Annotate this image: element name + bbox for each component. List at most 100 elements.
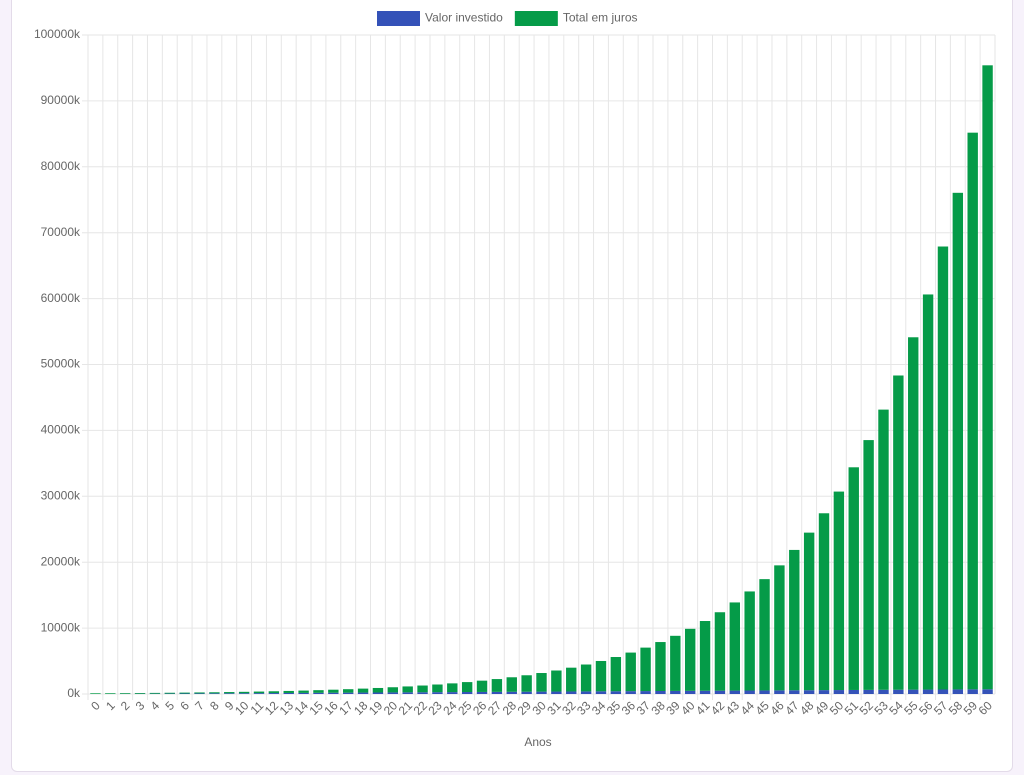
bar: [848, 689, 859, 694]
y-tick-label: 30000k: [41, 488, 81, 502]
bar: [447, 692, 458, 694]
bar: [670, 635, 681, 691]
bar: [224, 693, 235, 694]
bar: [670, 690, 681, 694]
x-tick-label: 3: [133, 698, 148, 713]
bar: [551, 670, 562, 692]
y-tick-label: 100000k: [34, 27, 81, 41]
bar: [268, 691, 280, 694]
x-tick-label: 6: [177, 698, 192, 713]
x-tick-label: 8: [207, 698, 222, 713]
bar: [506, 691, 517, 694]
bar: [803, 690, 815, 694]
bar: [789, 549, 800, 691]
bar: [640, 691, 651, 694]
bar: [461, 692, 473, 694]
bar: [818, 513, 830, 691]
bar: [209, 693, 220, 694]
bar: [893, 375, 904, 690]
bar: [789, 690, 800, 694]
bar: [982, 65, 993, 690]
bar: [313, 692, 324, 694]
y-tick-label: 20000k: [41, 554, 81, 568]
bar: [357, 688, 369, 693]
bar: [774, 565, 785, 691]
bar: [194, 692, 205, 694]
y-tick-label: 40000k: [41, 423, 81, 437]
bar: [833, 491, 845, 691]
bar: [283, 690, 294, 693]
bar: [655, 690, 666, 694]
bar: [744, 591, 755, 691]
y-tick-label: 90000k: [41, 93, 81, 107]
bar: [640, 647, 651, 692]
bar: [937, 246, 949, 690]
y-tick-label: 0k: [67, 686, 81, 700]
bar: [536, 691, 547, 694]
y-tick-label: 60000k: [41, 291, 81, 305]
bar: [432, 684, 443, 693]
bar: [818, 690, 830, 694]
bar: [119, 693, 131, 694]
bar: [803, 532, 815, 691]
x-tick-label: 0: [88, 698, 103, 713]
bar: [893, 689, 904, 694]
bar: [298, 690, 309, 693]
bar: [402, 692, 413, 694]
x-tick-label: 2: [118, 698, 133, 713]
bar: [476, 691, 488, 694]
x-axis-title: Anos: [524, 735, 551, 749]
bar: [417, 692, 428, 694]
bar: [253, 691, 265, 694]
bar: [714, 690, 726, 694]
bar: [655, 642, 666, 691]
bar: [372, 687, 384, 693]
bar: [357, 692, 369, 694]
bar: [566, 691, 577, 694]
x-tick-label: 60: [976, 698, 996, 718]
bar: [699, 690, 711, 694]
bar: [491, 691, 503, 694]
bar: [417, 685, 428, 693]
bar: [967, 689, 978, 694]
legend-swatch: [377, 11, 420, 26]
bar: [387, 687, 399, 693]
bar: [491, 679, 503, 692]
bar: [149, 692, 161, 694]
legend-swatch: [514, 11, 558, 26]
bar: [134, 693, 146, 694]
bar: [684, 690, 696, 694]
bar: [238, 693, 250, 694]
bar: [922, 689, 934, 694]
x-tick-label: 1: [103, 698, 118, 713]
bar: [476, 680, 488, 692]
bar: [194, 693, 205, 694]
y-tick-label: 80000k: [41, 159, 81, 173]
bar: [833, 690, 845, 694]
bar: [536, 673, 547, 692]
bar: [580, 664, 592, 692]
bar: [521, 675, 532, 692]
bar: [461, 682, 473, 693]
bar: [343, 692, 354, 694]
legend-label: Total em juros: [563, 11, 638, 25]
bar: [848, 467, 859, 690]
y-tick-label: 10000k: [41, 620, 81, 634]
bar: [714, 612, 726, 691]
bar: [952, 192, 964, 690]
bar: [164, 692, 175, 694]
bar: [595, 660, 607, 692]
bar: [878, 409, 889, 690]
bar: [982, 689, 993, 694]
bar: [566, 667, 577, 692]
bar: [699, 621, 711, 691]
x-tick-label: 5: [163, 698, 178, 713]
bar: [595, 691, 607, 694]
bar: [937, 689, 949, 694]
bar: [521, 691, 532, 694]
bar: [372, 692, 384, 694]
bar: [551, 691, 562, 694]
bar: [402, 686, 413, 693]
bar: [105, 693, 116, 694]
